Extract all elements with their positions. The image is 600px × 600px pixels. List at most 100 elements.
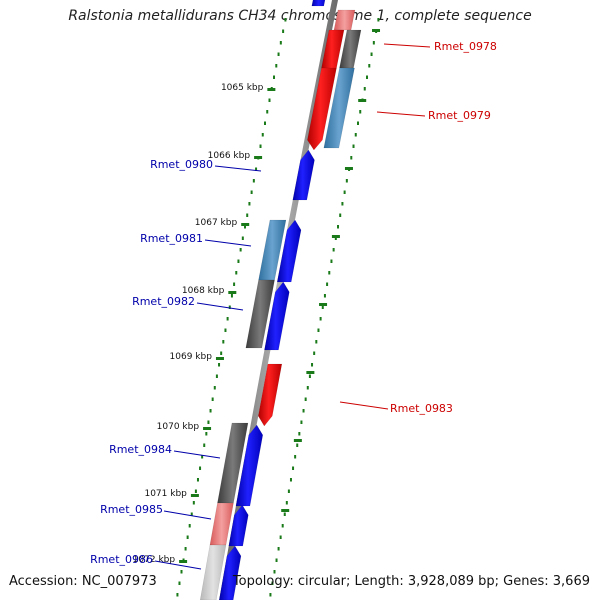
minor-tick (275, 64, 278, 68)
minor-tick (215, 374, 218, 378)
minor-tick (279, 535, 282, 539)
minor-tick (224, 328, 227, 332)
scale-label: 1072 kbp (133, 555, 176, 565)
scale-label: 1069 kbp (170, 352, 213, 362)
minor-tick (176, 593, 179, 597)
minor-tick (345, 179, 348, 183)
minor-tick (352, 144, 355, 148)
scale-label: 1066 kbp (208, 151, 251, 161)
minor-tick (317, 328, 320, 332)
gene-block (218, 545, 242, 600)
major-tick (372, 29, 381, 32)
minor-tick (196, 478, 199, 482)
scale-ticks (176, 18, 381, 597)
leader-line (163, 510, 212, 520)
minor-tick (209, 409, 212, 413)
minor-tick (271, 581, 274, 585)
minor-tick (218, 363, 221, 367)
minor-tick (180, 570, 183, 574)
minor-tick (354, 133, 357, 137)
gene-label: Rmet_0981 (140, 232, 203, 245)
minor-tick (228, 305, 231, 309)
minor-tick (220, 351, 223, 355)
minor-tick (339, 213, 342, 217)
minor-tick (306, 386, 309, 390)
minor-tick (323, 294, 326, 298)
minor-tick (213, 386, 216, 390)
minor-tick (205, 432, 208, 436)
minor-tick (326, 282, 329, 286)
major-tick (319, 303, 328, 306)
minor-tick (308, 374, 311, 378)
gene-label: Rmet_0978 (434, 40, 497, 53)
minor-tick (190, 512, 193, 516)
minor-tick (273, 570, 276, 574)
major-tick (293, 439, 302, 442)
minor-tick (289, 478, 292, 482)
minor-tick (244, 225, 247, 229)
minor-tick (233, 282, 236, 286)
major-tick (179, 560, 188, 563)
minor-tick (334, 236, 337, 240)
gene-block (228, 504, 249, 547)
minor-tick (279, 41, 282, 45)
minor-tick (266, 110, 269, 114)
minor-tick (275, 558, 278, 562)
minor-tick (283, 512, 286, 516)
minor-tick (372, 41, 375, 45)
leader-line (339, 401, 389, 410)
gene-label: Rmet_0983 (390, 402, 453, 415)
scale-label: 1068 kbp (182, 286, 225, 296)
minor-tick (281, 524, 284, 528)
gene-label: Rmet_0980 (150, 158, 213, 171)
minor-tick (252, 179, 255, 183)
minor-tick (186, 535, 189, 539)
gene-block (245, 279, 275, 349)
minor-tick (341, 202, 344, 206)
minor-tick (284, 18, 287, 22)
minor-tick (237, 259, 240, 263)
minor-tick (194, 489, 197, 493)
gene-block (209, 502, 234, 546)
leader-line (383, 43, 431, 48)
gene-block (333, 9, 356, 31)
minor-tick (359, 110, 362, 114)
leader-line (204, 239, 252, 247)
minor-tick (277, 52, 280, 56)
scale-label: 1070 kbp (157, 422, 200, 432)
scale-label: 1071 kbp (144, 489, 187, 499)
gene-label: Rmet_0985 (100, 503, 163, 516)
minor-tick (259, 144, 262, 148)
minor-tick (300, 420, 303, 424)
minor-tick (285, 501, 288, 505)
major-tick (344, 167, 353, 170)
minor-tick (241, 236, 244, 240)
gene-block (264, 281, 290, 351)
gene-label: Rmet_0986 (90, 553, 153, 566)
minor-tick (255, 167, 258, 171)
major-tick (331, 235, 340, 238)
minor-tick (319, 317, 322, 321)
accession-text: Accession: NC_007973 (9, 574, 157, 589)
minor-tick (207, 420, 210, 424)
major-tick (267, 88, 276, 91)
minor-tick (199, 466, 202, 470)
gene-features (199, 0, 362, 600)
major-tick (215, 357, 224, 360)
minor-tick (226, 317, 229, 321)
minor-tick (328, 271, 331, 275)
minor-tick (250, 190, 253, 194)
gene-block (292, 149, 315, 201)
minor-tick (343, 190, 346, 194)
major-tick (254, 156, 263, 159)
minor-tick (201, 455, 204, 459)
gene-block (199, 544, 227, 600)
major-tick (306, 371, 315, 374)
minor-tick (248, 202, 251, 206)
minor-tick (273, 75, 276, 79)
minor-tick (366, 75, 369, 79)
minor-tick (337, 225, 340, 229)
minor-tick (368, 64, 371, 68)
minor-tick (363, 87, 366, 91)
minor-tick (268, 98, 271, 102)
